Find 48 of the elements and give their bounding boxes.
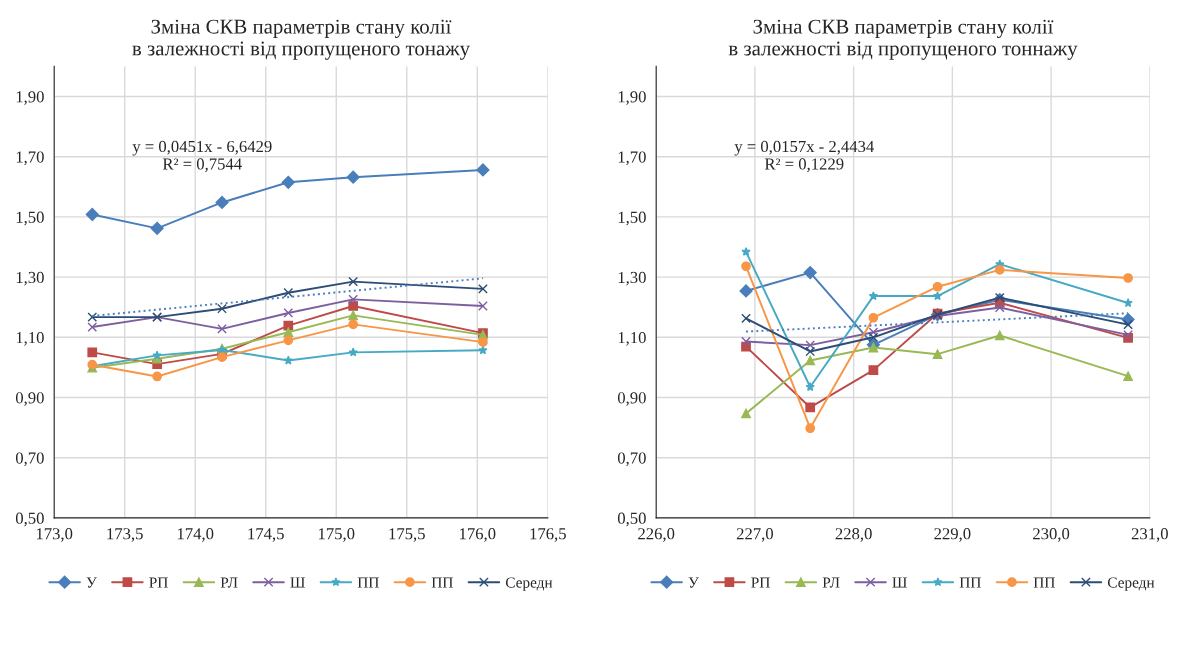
x-tick-label: 174,0 <box>177 528 214 542</box>
legend-label: Ш <box>290 577 305 588</box>
legend-label: ПП <box>431 577 453 588</box>
legend-label: РП <box>751 577 770 588</box>
y-tick-label: 1,30 <box>618 271 646 286</box>
legend-label: У <box>86 577 97 588</box>
legend-label: Ш <box>892 577 907 588</box>
y-tick-label: 1,30 <box>16 271 44 286</box>
y-tick-label: 0,50 <box>617 512 646 527</box>
legend-label: У <box>688 577 699 588</box>
y-tick-label: 1,50 <box>618 211 646 226</box>
legend-label: Середн <box>1107 577 1155 591</box>
y-tick-label: 1,70 <box>16 151 44 166</box>
y-tick-label: 1,90 <box>16 91 44 105</box>
x-tick-label: 226,0 <box>638 528 675 542</box>
legend-label: РЛ <box>220 577 238 588</box>
x-tick-label: 175,5 <box>389 528 425 542</box>
y-tick-label: 0,50 <box>15 512 44 527</box>
y-tick-label: 0,90 <box>617 392 646 406</box>
x-tick-label: 176,5 <box>530 528 566 542</box>
y-tick-label: 1,90 <box>618 91 646 105</box>
legend-label: РП <box>149 577 168 588</box>
legend-label: ПП <box>357 577 379 588</box>
y-tick-label: 1,70 <box>618 151 646 166</box>
x-tick-label: 230,0 <box>1033 528 1070 542</box>
y-tick-label: 0,70 <box>617 452 646 467</box>
x-tick-label: 227,0 <box>736 528 774 542</box>
legend-label: ПП <box>959 577 981 588</box>
chart-title: Зміна СКВ параметрів стану колії в залежності від пропущеного тонажу <box>132 19 470 60</box>
legend-label: ПП <box>1033 577 1055 588</box>
x-tick-label: 175,0 <box>318 528 355 542</box>
x-tick-label: 229,0 <box>934 528 971 542</box>
y-tick-label: 0,70 <box>15 452 44 467</box>
x-tick-label: 174,5 <box>248 528 284 542</box>
x-tick-label: 176,0 <box>460 528 496 542</box>
y-tick-label: 1,50 <box>16 211 44 226</box>
y-tick-label: 0,90 <box>15 392 44 406</box>
annotation: y = 0,0451x - 6,6429 R² = 0,7544 <box>132 140 272 172</box>
x-tick-label: 173,5 <box>107 528 143 542</box>
y-tick-label: 1,10 <box>16 332 44 346</box>
y-tick-label: 1,10 <box>618 332 646 346</box>
legend-label: Середн <box>505 577 553 591</box>
legend-label: РЛ <box>822 577 840 588</box>
annotation: y = 0,0157x - 2,4434 R² = 0,1229 <box>734 140 874 172</box>
x-tick-label: 228,0 <box>835 528 872 542</box>
x-tick-label: 231,0 <box>1131 528 1168 542</box>
chart-title: Зміна СКВ параметрів стану колії в залежності від пропущеного тоннажу <box>728 19 1078 60</box>
x-tick-label: 173,0 <box>36 528 73 542</box>
